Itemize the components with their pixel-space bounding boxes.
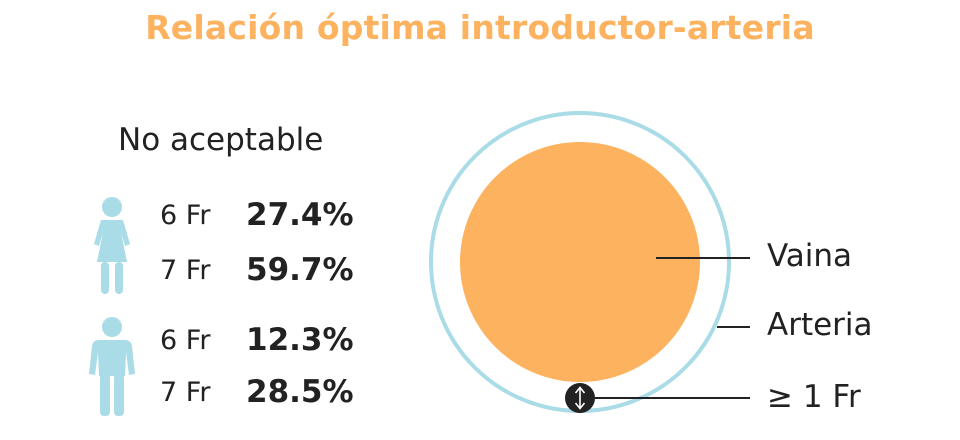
female-6fr-value: 27.4%: [246, 197, 354, 233]
male-6fr-value: 12.3%: [246, 322, 354, 358]
subtitle: No aceptable: [118, 122, 324, 158]
female-6fr-label: 6 Fr: [160, 200, 211, 231]
female-7fr-label: 7 Fr: [160, 255, 211, 286]
female-person-icon: [94, 197, 130, 294]
arteria-label: Arteria: [767, 307, 873, 343]
male-person-icon: [89, 317, 135, 416]
page-title: Relación óptima introductor-arteria: [145, 8, 815, 47]
sheath-circle: [460, 142, 700, 382]
gap-label: ≥ 1 Fr: [767, 379, 861, 415]
male-6fr-label: 6 Fr: [160, 325, 211, 356]
gap-arrow-icon: [565, 383, 595, 413]
vaina-label: Vaina: [767, 238, 853, 274]
female-7fr-value: 59.7%: [246, 252, 354, 288]
male-7fr-value: 28.5%: [246, 374, 354, 410]
male-7fr-label: 7 Fr: [160, 377, 211, 408]
